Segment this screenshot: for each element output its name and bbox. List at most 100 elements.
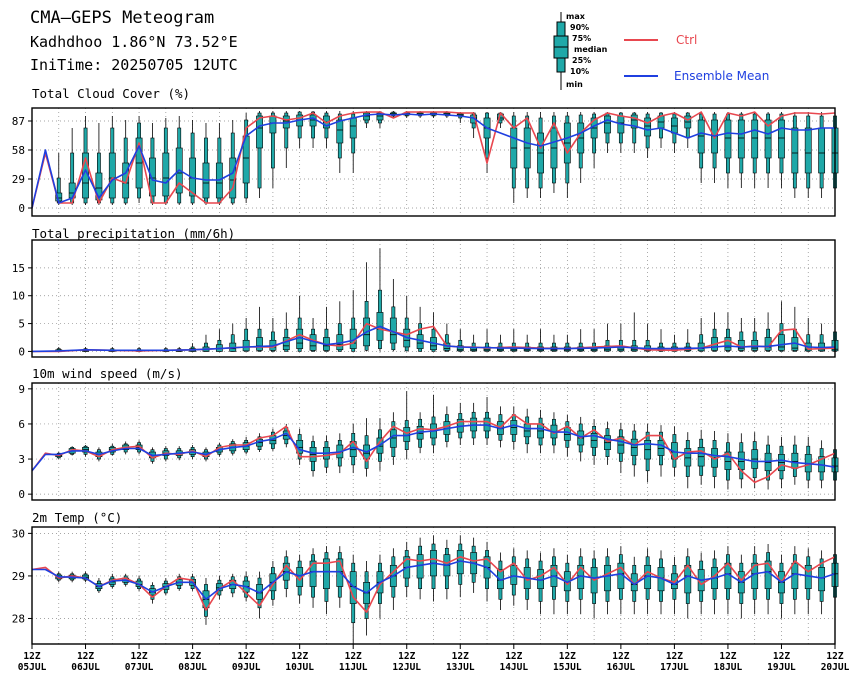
legend-max-label: max <box>566 12 585 21</box>
wind-panel: 10m wind speed (m/s) 0 3 6 9 <box>18 366 839 501</box>
x-axis-date-label: 20JUL <box>821 662 850 673</box>
temp-ytick-label: 29 <box>12 570 25 583</box>
x-axis-hour-label: 12Z <box>505 651 522 662</box>
cloud-box-iqr <box>256 115 263 149</box>
x-axis-date-label: 14JUL <box>499 662 528 673</box>
temp-ytick-label: 30 <box>12 527 25 540</box>
cloud-box-iqr <box>630 114 638 129</box>
x-axis-date-label: 07JUL <box>125 662 154 673</box>
legend-ctrl-label: Ctrl <box>676 33 698 47</box>
x-axis-hour-label: 12Z <box>345 651 362 662</box>
cloud-box-iqr <box>122 162 130 199</box>
cloud-box-p10-p90 <box>284 112 289 149</box>
temp-panel-title: 2m Temp (°C) <box>32 510 122 525</box>
temp-ytick-label: 28 <box>12 612 25 625</box>
x-axis-date-label: 17JUL <box>660 662 689 673</box>
cloud-box-iqr <box>818 127 826 174</box>
cloud-box-iqr <box>376 112 384 121</box>
temp-box-iqr <box>818 567 826 592</box>
legend-mean-label: Ensemble Mean <box>674 69 770 83</box>
legend-median-label: median <box>574 45 608 54</box>
x-axis-hour-label: 12Z <box>184 651 201 662</box>
cloud-box-iqr <box>737 119 745 159</box>
x-axis-date-label: 13JUL <box>446 662 475 673</box>
wind-box-iqr <box>684 448 692 467</box>
cloud-box-iqr <box>229 157 237 199</box>
x-axis-date-label: 16JUL <box>607 662 636 673</box>
precip-box-iqr <box>416 334 424 349</box>
precip-box-iqr <box>778 334 785 351</box>
legend-box-glyph <box>553 12 658 90</box>
legend-min-label: min <box>566 80 583 89</box>
location-label: Kadhdhoo 1.86°N 73.52°E <box>30 33 238 51</box>
cloud-box-iqr <box>778 119 785 159</box>
precip-ytick-label: 15 <box>12 262 25 275</box>
legend-p10-label: 10% <box>570 67 590 76</box>
wind-ctrl-line <box>31 413 836 484</box>
precip-mean-line <box>31 325 836 353</box>
cloud-box-iqr <box>670 117 678 134</box>
legend: max 90% 75% median 25% 10% min Ctrl Ense… <box>540 6 840 96</box>
x-axis-date-label: 08JUL <box>178 662 207 673</box>
x-axis-hour-label: 12Z <box>666 651 683 662</box>
x-axis-date-label: 09JUL <box>232 662 261 673</box>
x-axis-hour-label: 12Z <box>452 651 469 662</box>
cloud-box-iqr <box>764 119 772 159</box>
wind-ytick-label: 0 <box>18 488 25 501</box>
x-axis-hour-label: 12Z <box>773 651 790 662</box>
cloud-box-iqr <box>791 127 799 174</box>
x-axis-hour-label: 12Z <box>826 651 843 662</box>
cloud-ytick-label: 58 <box>12 144 25 157</box>
x-axis-hour-label: 12Z <box>130 651 147 662</box>
cloud-box-iqr <box>697 119 705 154</box>
x-axis-date-label: 12JUL <box>392 662 421 673</box>
x-axis-hour-label: 12Z <box>23 651 40 662</box>
x-axis-hour-label: 12Z <box>719 651 736 662</box>
x-axis-hour-label: 12Z <box>238 651 255 662</box>
precip-panel-title: Total precipitation (mm/6h) <box>32 226 235 241</box>
wind-panel-title: 10m wind speed (m/s) <box>32 366 183 381</box>
cloud-box-iqr <box>108 152 116 199</box>
temp-panel: 2m Temp (°C) 28 29 30 <box>12 510 839 645</box>
x-axis-hour-label: 12Z <box>291 651 308 662</box>
precip-box-iqr <box>282 337 290 351</box>
temp-box-iqr <box>323 558 330 589</box>
cloud-ytick-label: 87 <box>12 115 25 128</box>
x-axis-date-label: 06JUL <box>71 662 100 673</box>
cloud-box-iqr <box>724 119 732 159</box>
cloud-panel-frame <box>31 107 836 217</box>
cloud-box-p10-p90 <box>270 112 275 169</box>
precip-box-iqr <box>256 337 263 351</box>
legend-p25-label: 25% <box>572 56 592 65</box>
wind-ytick-label: 3 <box>18 453 25 466</box>
temp-panel-frame <box>31 526 836 645</box>
precip-ytick-label: 5 <box>18 318 25 331</box>
x-axis-date-label: 15JUL <box>553 662 582 673</box>
cloud-box-iqr <box>644 117 652 137</box>
precip-box-iqr <box>724 337 732 351</box>
x-axis-hour-label: 12Z <box>612 651 629 662</box>
cloud-box-iqr <box>349 117 357 139</box>
x-axis-hour-label: 12Z <box>77 651 94 662</box>
wind-box-iqr <box>724 451 732 470</box>
init-time-label: IniTime: 20250705 12UTC <box>30 56 238 74</box>
legend-p90-label: 90% <box>570 23 590 32</box>
wind-box-iqr <box>563 427 571 441</box>
temp-mean-line <box>32 560 836 601</box>
cloud-ytick-label: 0 <box>18 202 25 215</box>
wind-mean-line <box>31 424 836 472</box>
wind-ytick-label: 9 <box>18 383 25 396</box>
legend-p75-label: 75% <box>572 34 592 43</box>
cloud-box-iqr <box>804 127 812 174</box>
x-axis-date-label: 11JUL <box>339 662 368 673</box>
cloud-ytick-label: 29 <box>12 173 25 186</box>
x-axis-date-label: 18JUL <box>714 662 743 673</box>
x-axis-hour-label: 12Z <box>398 651 415 662</box>
temp-box-iqr <box>604 564 611 592</box>
chart-title: CMA–GEPS Meteogram <box>30 8 215 28</box>
cloud-panel-title: Total Cloud Cover (%) <box>32 86 190 101</box>
cloud-box-iqr <box>751 119 759 159</box>
precip-ytick-label: 10 <box>12 290 25 303</box>
wind-panel-frame <box>31 382 836 501</box>
